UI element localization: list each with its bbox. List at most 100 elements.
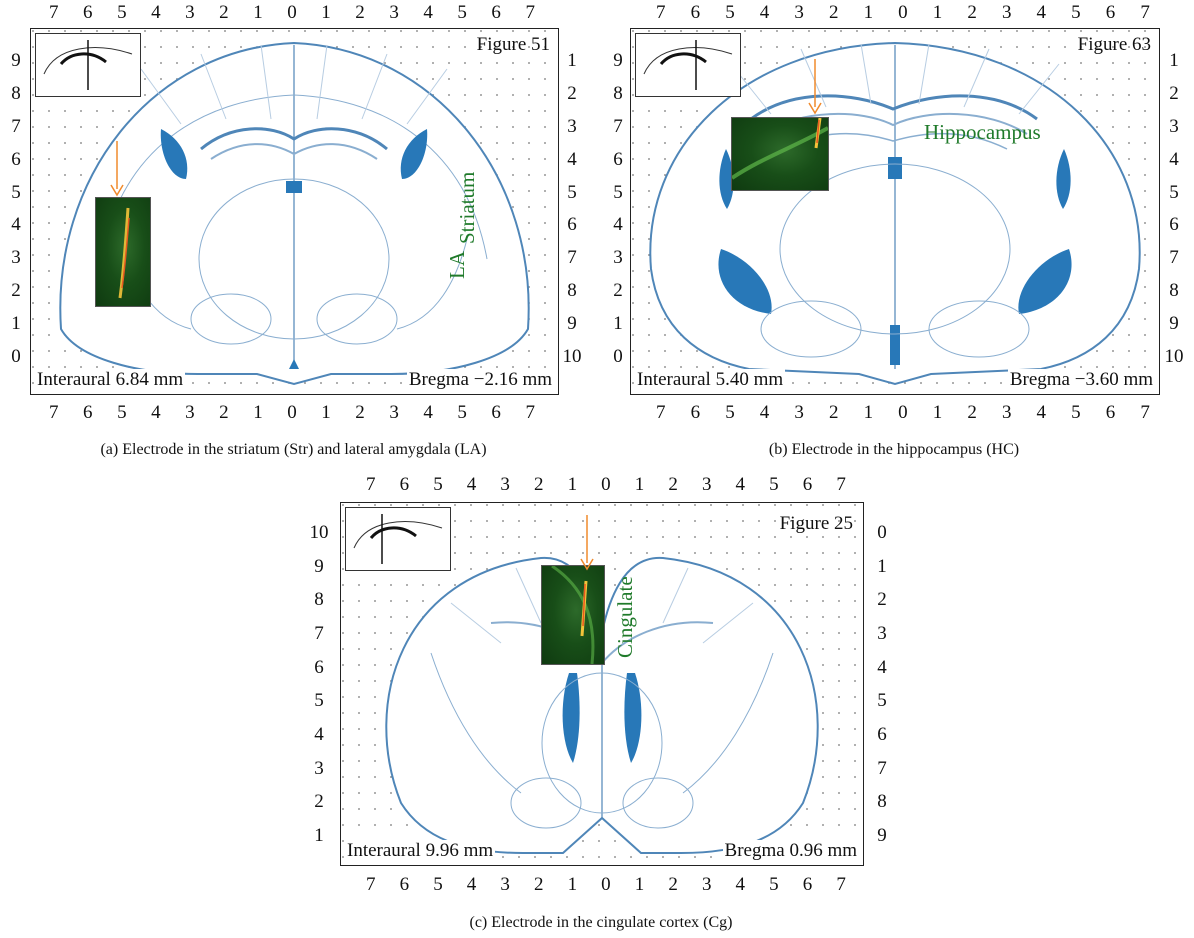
tick-label: 5 bbox=[1160, 182, 1188, 204]
tick-label: 9 bbox=[608, 50, 628, 72]
tick-label: 3 bbox=[1002, 402, 1012, 424]
tick-label: 4 bbox=[736, 474, 746, 496]
tick-label: 3 bbox=[794, 402, 804, 424]
tick-label: 4 bbox=[1037, 402, 1047, 424]
tick-label: 5 bbox=[608, 182, 628, 204]
tick-label: 2 bbox=[304, 791, 334, 813]
tick-label: 5 bbox=[1071, 2, 1081, 24]
bregma-label: Bregma 0.96 mm bbox=[723, 840, 859, 862]
tick-label: 0 bbox=[601, 474, 611, 496]
bregma-label: Bregma −3.60 mm bbox=[1008, 369, 1155, 391]
tick-label: 3 bbox=[185, 2, 195, 24]
tick-label: 2 bbox=[560, 83, 584, 105]
tick-label: 5 bbox=[457, 2, 467, 24]
tick-label: 0 bbox=[601, 874, 611, 896]
tick-label: 2 bbox=[870, 589, 894, 611]
tick-label: 2 bbox=[1160, 83, 1188, 105]
interaural-label: Interaural 5.40 mm bbox=[635, 369, 785, 391]
tick-label: 3 bbox=[389, 402, 399, 424]
tick-label: 7 bbox=[1160, 247, 1188, 269]
tick-label: 1 bbox=[635, 474, 645, 496]
tick-label: 3 bbox=[560, 116, 584, 138]
tick-label: 8 bbox=[6, 83, 26, 105]
tick-label: 7 bbox=[1140, 2, 1150, 24]
tick-label: 7 bbox=[870, 758, 894, 780]
tick-label: 8 bbox=[870, 791, 894, 813]
tick-label: 10 bbox=[1160, 346, 1188, 368]
tick-label: 5 bbox=[1071, 402, 1081, 424]
atlas-frame: Figure 63 Hippocampus Interaural 5.40 mm… bbox=[630, 28, 1160, 395]
region-label-cingulate: Cingulate bbox=[613, 576, 638, 658]
tick-label: 4 bbox=[423, 2, 433, 24]
tick-label: 1 bbox=[635, 874, 645, 896]
tick-label: 6 bbox=[608, 149, 628, 171]
tick-label: 3 bbox=[1002, 2, 1012, 24]
tick-label: 6 bbox=[870, 724, 894, 746]
tick-label: 2 bbox=[534, 874, 544, 896]
left-ticks: 9 8 7 6 5 4 3 2 1 0 bbox=[608, 50, 628, 368]
tick-label: 1 bbox=[253, 2, 263, 24]
tick-label: 4 bbox=[1160, 149, 1188, 171]
interaural-label: Interaural 6.84 mm bbox=[35, 369, 185, 391]
tick-label: 7 bbox=[49, 2, 59, 24]
caption-a: (a) Electrode in the striatum (Str) and … bbox=[30, 441, 557, 459]
tick-label: 1 bbox=[321, 402, 331, 424]
tick-label: 5 bbox=[870, 690, 894, 712]
tick-label: 1 bbox=[608, 313, 628, 335]
tick-label: 4 bbox=[151, 2, 161, 24]
tick-label: 2 bbox=[829, 402, 839, 424]
tick-label: 1 bbox=[304, 825, 334, 847]
tick-label: 7 bbox=[608, 116, 628, 138]
tick-label: 5 bbox=[6, 182, 26, 204]
tick-label: 0 bbox=[6, 346, 26, 368]
tick-label: 1 bbox=[933, 402, 943, 424]
tick-label: 4 bbox=[608, 214, 628, 236]
top-ticks: 7 6 5 4 3 2 1 0 1 2 3 4 5 6 7 bbox=[366, 474, 846, 496]
tick-label: 3 bbox=[1160, 116, 1188, 138]
electrode-micrograph bbox=[731, 117, 829, 191]
tick-label: 6 bbox=[491, 2, 501, 24]
tick-label: 5 bbox=[457, 402, 467, 424]
panel-b: 765432101234567 9876543210 1 2 3 4 5 6 7 8 9 10 bbox=[598, 0, 1192, 465]
tick-label: 6 bbox=[83, 2, 93, 24]
caption-c: (c) Electrode in the cingulate cortex (C… bbox=[340, 914, 862, 932]
tick-label: 7 bbox=[304, 623, 334, 645]
tick-label: 0 bbox=[898, 402, 908, 424]
region-label-hippocampus: Hippocampus bbox=[924, 120, 1041, 145]
tick-label: 0 bbox=[608, 346, 628, 368]
tick-label: 4 bbox=[151, 402, 161, 424]
tick-label: 7 bbox=[366, 474, 376, 496]
tick-label: 7 bbox=[1140, 402, 1150, 424]
tick-label: 2 bbox=[967, 2, 977, 24]
tick-label: 7 bbox=[6, 116, 26, 138]
tick-label: 0 bbox=[898, 2, 908, 24]
tick-label: 7 bbox=[560, 247, 584, 269]
tick-label: 5 bbox=[725, 2, 735, 24]
tick-label: 2 bbox=[668, 874, 678, 896]
tick-label: 3 bbox=[870, 623, 894, 645]
tick-label: 3 bbox=[304, 758, 334, 780]
tick-label: 5 bbox=[433, 474, 443, 496]
right-ticks: 1 2 3 4 5 6 7 8 9 10 bbox=[1160, 50, 1188, 368]
left-ticks: 10 9 8 7 6 5 4 3 2 1 bbox=[304, 522, 334, 847]
tick-label: 3 bbox=[608, 247, 628, 269]
electrode-micrograph bbox=[95, 197, 151, 307]
tick-label: 8 bbox=[1160, 280, 1188, 302]
sagittal-inset bbox=[345, 507, 451, 571]
tick-label: 2 bbox=[829, 2, 839, 24]
tick-label: 2 bbox=[534, 474, 544, 496]
tick-label: 4 bbox=[467, 474, 477, 496]
tick-label: 7 bbox=[656, 402, 666, 424]
tick-label: 1 bbox=[321, 2, 331, 24]
interaural-label: Interaural 9.96 mm bbox=[345, 840, 495, 862]
tick-label: 2 bbox=[6, 280, 26, 302]
tick-label: 4 bbox=[304, 724, 334, 746]
tick-label: 1 bbox=[870, 556, 894, 578]
tick-label: 3 bbox=[702, 874, 712, 896]
tick-label: 8 bbox=[560, 280, 584, 302]
tick-label: 7 bbox=[656, 2, 666, 24]
tick-label: 6 bbox=[1106, 402, 1116, 424]
tick-label: 3 bbox=[389, 2, 399, 24]
